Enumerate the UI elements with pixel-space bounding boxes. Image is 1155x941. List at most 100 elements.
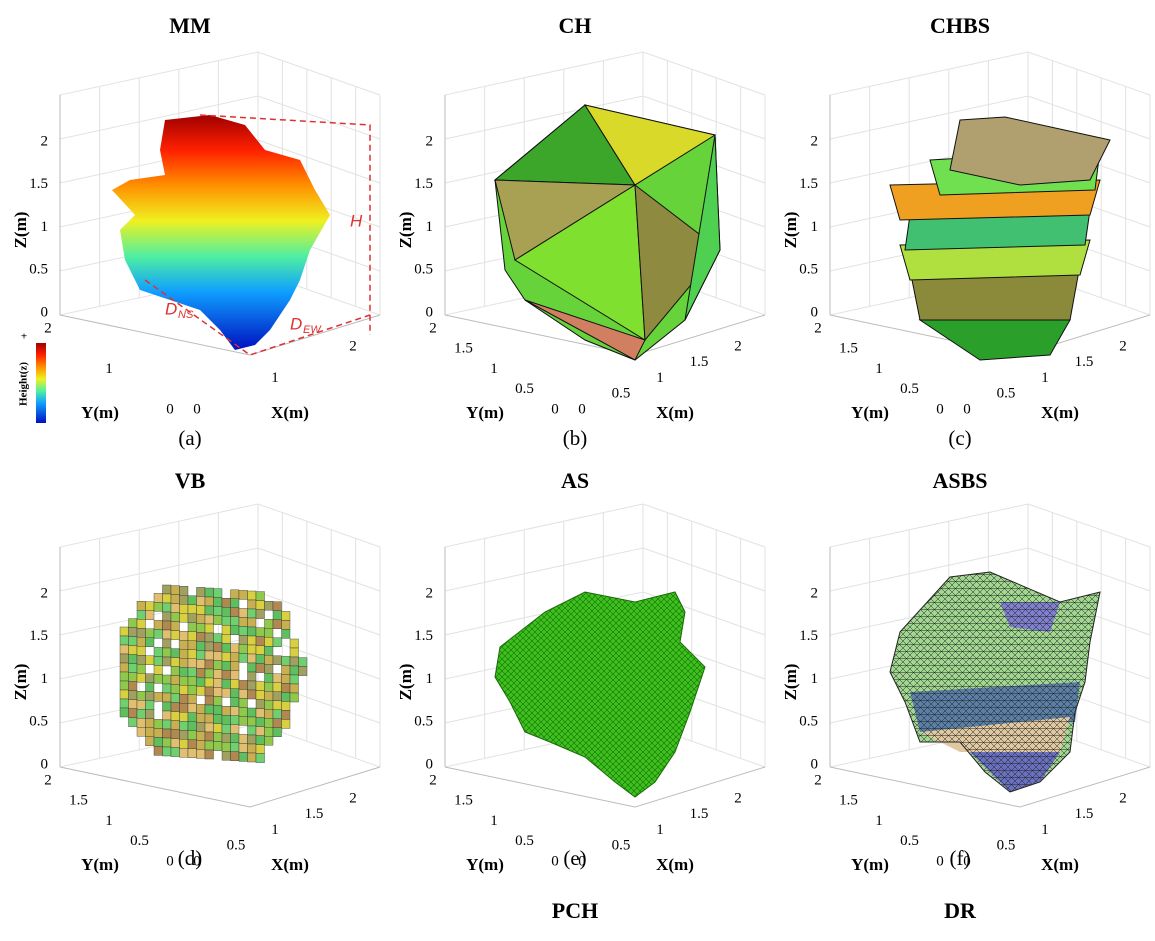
alpha-shape	[495, 592, 705, 797]
voxel	[180, 658, 189, 667]
voxel	[282, 692, 291, 701]
voxel	[188, 749, 197, 758]
z-tick-label: 0	[426, 756, 434, 772]
voxel	[154, 737, 163, 746]
voxel	[205, 723, 214, 732]
z-tick-label: 0.5	[29, 714, 48, 730]
voxel	[137, 727, 146, 736]
voxel	[197, 641, 206, 650]
voxel	[239, 680, 248, 689]
x-tick-label: 1	[271, 370, 279, 386]
x-tick-label: 2	[349, 790, 357, 806]
voxel	[154, 647, 163, 656]
z-tick-label: 1	[41, 219, 49, 235]
voxel	[180, 595, 189, 604]
voxel	[197, 605, 206, 614]
voxel	[282, 674, 291, 683]
voxel	[120, 636, 129, 645]
voxel	[129, 655, 138, 664]
voxel	[154, 620, 163, 629]
voxel	[120, 663, 129, 672]
voxel	[282, 710, 291, 719]
voxel	[239, 590, 248, 599]
voxel	[290, 639, 299, 648]
voxel	[129, 619, 138, 628]
y-tick-label: 0.5	[900, 381, 919, 397]
voxel	[137, 610, 146, 619]
voxel	[163, 711, 172, 720]
voxel	[154, 746, 163, 755]
voxel	[248, 708, 257, 717]
voxel	[231, 716, 240, 725]
voxel	[231, 698, 240, 707]
voxel	[239, 707, 248, 716]
panel-caption: (b)	[563, 426, 588, 450]
voxel	[171, 604, 180, 613]
voxel	[248, 717, 257, 726]
voxel	[205, 705, 214, 714]
z-axis-label: Z(m)	[396, 664, 415, 701]
z-tick-label: 1	[811, 219, 819, 235]
y-tick-label: 0.5	[130, 833, 149, 849]
voxel	[171, 613, 180, 622]
dns-subscript: NS	[178, 309, 194, 321]
voxel	[180, 604, 189, 613]
voxel	[163, 702, 172, 711]
voxel	[248, 627, 257, 636]
voxel	[163, 729, 172, 738]
voxel	[205, 642, 214, 651]
voxel	[273, 638, 282, 647]
voxel	[256, 637, 265, 646]
z-tick-label: 2	[426, 585, 434, 601]
voxel	[180, 730, 189, 739]
voxel	[231, 725, 240, 734]
x-tick-label: 0	[193, 401, 201, 417]
y-tick-label: 1	[875, 361, 883, 377]
voxel	[248, 690, 257, 699]
voxel	[239, 689, 248, 698]
voxel	[214, 670, 223, 679]
y-tick-label: 1	[875, 813, 883, 829]
z-axis-label: Z(m)	[781, 664, 800, 701]
voxel	[205, 678, 214, 687]
y-tick-label: 1.5	[839, 341, 858, 357]
voxel	[273, 710, 282, 719]
y-tick-label: 0.5	[900, 833, 919, 849]
voxel	[290, 648, 299, 657]
y-tick-label: 1	[490, 361, 498, 377]
z-tick-label: 0.5	[29, 262, 48, 278]
voxel	[205, 687, 214, 696]
voxel	[205, 714, 214, 723]
voxel	[239, 752, 248, 761]
voxel	[231, 653, 240, 662]
voxel	[265, 646, 274, 655]
voxel	[256, 718, 265, 727]
voxel	[265, 691, 274, 700]
x-tick-label: 1.5	[1075, 354, 1094, 370]
voxel	[188, 677, 197, 686]
z-tick-label: 0	[811, 756, 819, 772]
z-tick-label: 1	[41, 671, 49, 687]
voxel	[239, 644, 248, 653]
voxel	[188, 605, 197, 614]
voxel	[239, 698, 248, 707]
voxel	[188, 650, 197, 659]
voxel	[188, 596, 197, 605]
voxel	[146, 611, 155, 620]
panel-title: MM	[169, 13, 211, 38]
voxel	[248, 744, 257, 753]
voxel	[163, 621, 172, 630]
voxel	[188, 740, 197, 749]
renderings	[36, 105, 1110, 797]
voxel	[188, 695, 197, 704]
z-tick-label: 2	[426, 133, 434, 149]
voxel	[248, 672, 257, 681]
y-axis-label: Y(m)	[851, 403, 889, 422]
voxel	[256, 664, 265, 673]
voxel	[171, 595, 180, 604]
voxel	[239, 653, 248, 662]
voxel	[188, 713, 197, 722]
voxel	[265, 664, 274, 673]
voxel	[197, 722, 206, 731]
voxel	[273, 611, 282, 620]
